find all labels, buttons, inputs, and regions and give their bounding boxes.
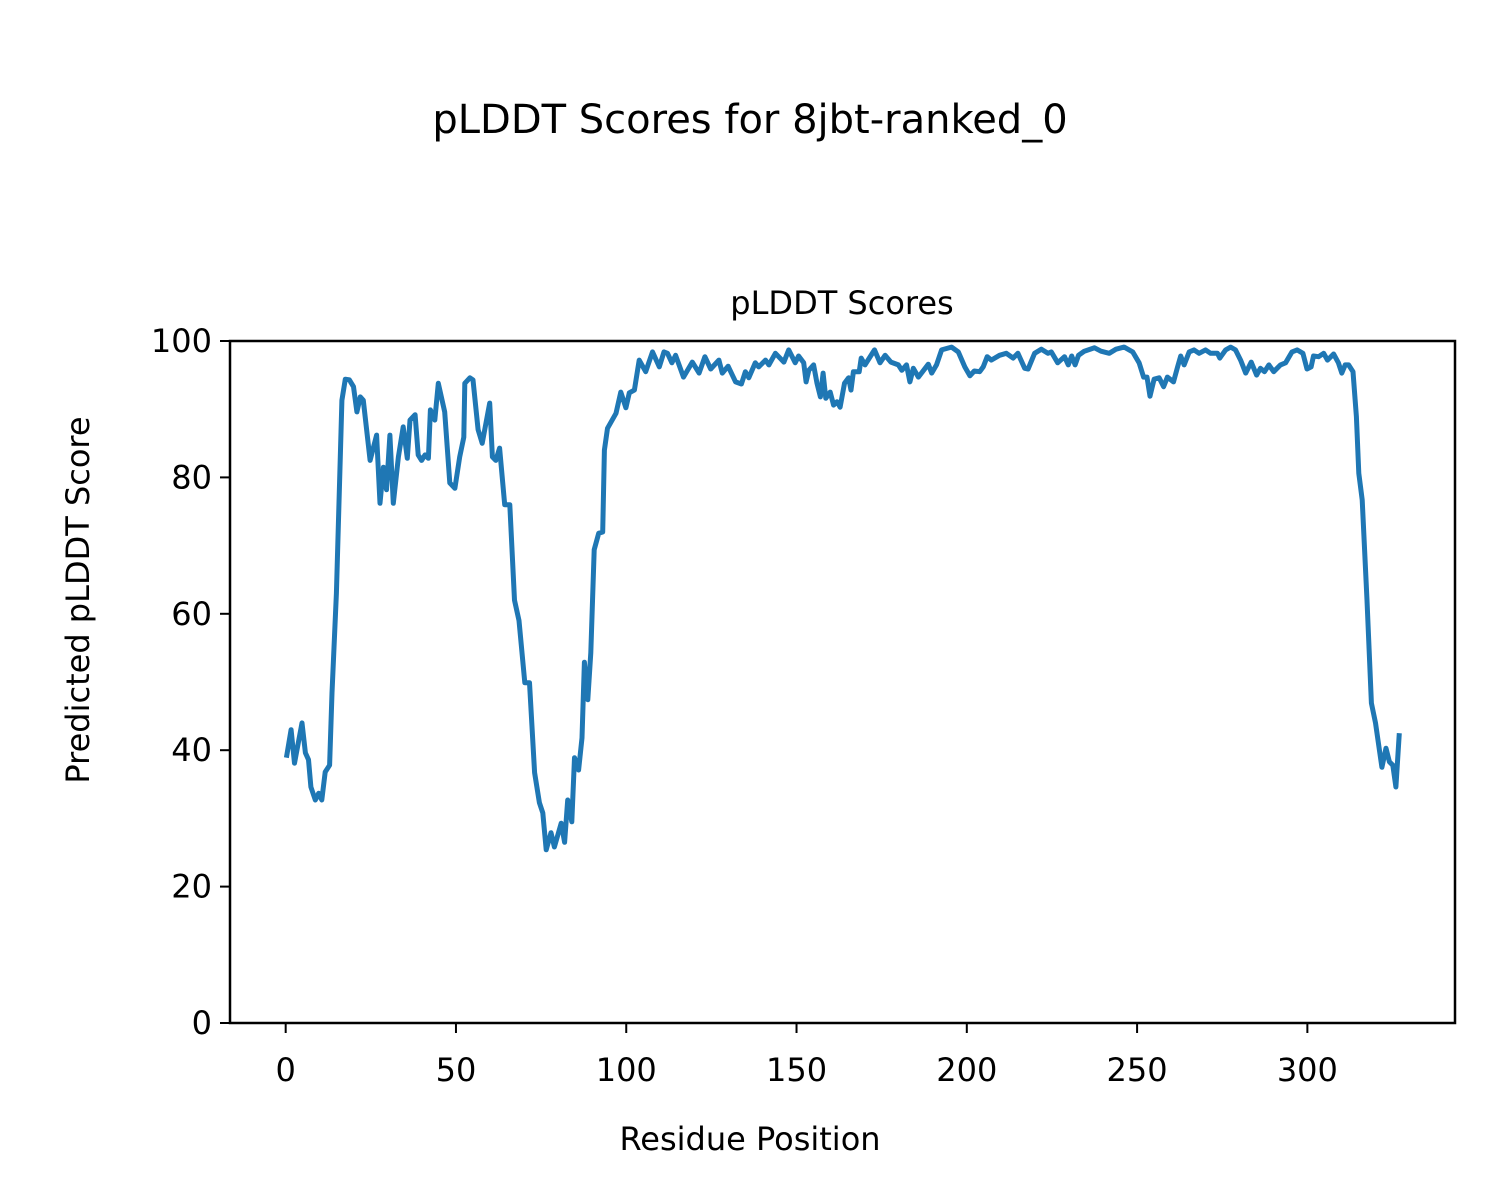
axes-frame: [228, 339, 1457, 1025]
y-tick-label: 40: [171, 731, 212, 769]
plot-area: [283, 344, 1402, 853]
chart-title: pLDDT Scores for 8jbt-ranked_0: [432, 97, 1067, 143]
x-tick-label: 250: [1107, 1051, 1168, 1089]
y-tick-label: 80: [171, 458, 212, 496]
x-tick-label: 50: [436, 1051, 477, 1089]
y-tick-label: 60: [171, 595, 212, 633]
y-tick-label: 100: [151, 322, 212, 360]
axis-ticks: 0 50 100 150 200 250 300 0 20 40 60 80 100: [151, 322, 1338, 1089]
y-tick-label: 20: [171, 868, 212, 906]
x-tick-label: 300: [1277, 1051, 1338, 1089]
series-line: [283, 344, 1402, 853]
y-axis-label: Predicted pLDDT Score: [59, 416, 97, 783]
x-axis-label: Residue Position: [619, 1120, 880, 1158]
x-tick-label: 150: [766, 1051, 827, 1089]
x-tick-label: 200: [936, 1051, 997, 1089]
y-tick-label: 0: [192, 1004, 212, 1042]
x-tick-label: 0: [276, 1051, 296, 1089]
plot-subtitle: pLDDT Scores: [730, 284, 953, 322]
x-tick-label: 100: [596, 1051, 657, 1089]
